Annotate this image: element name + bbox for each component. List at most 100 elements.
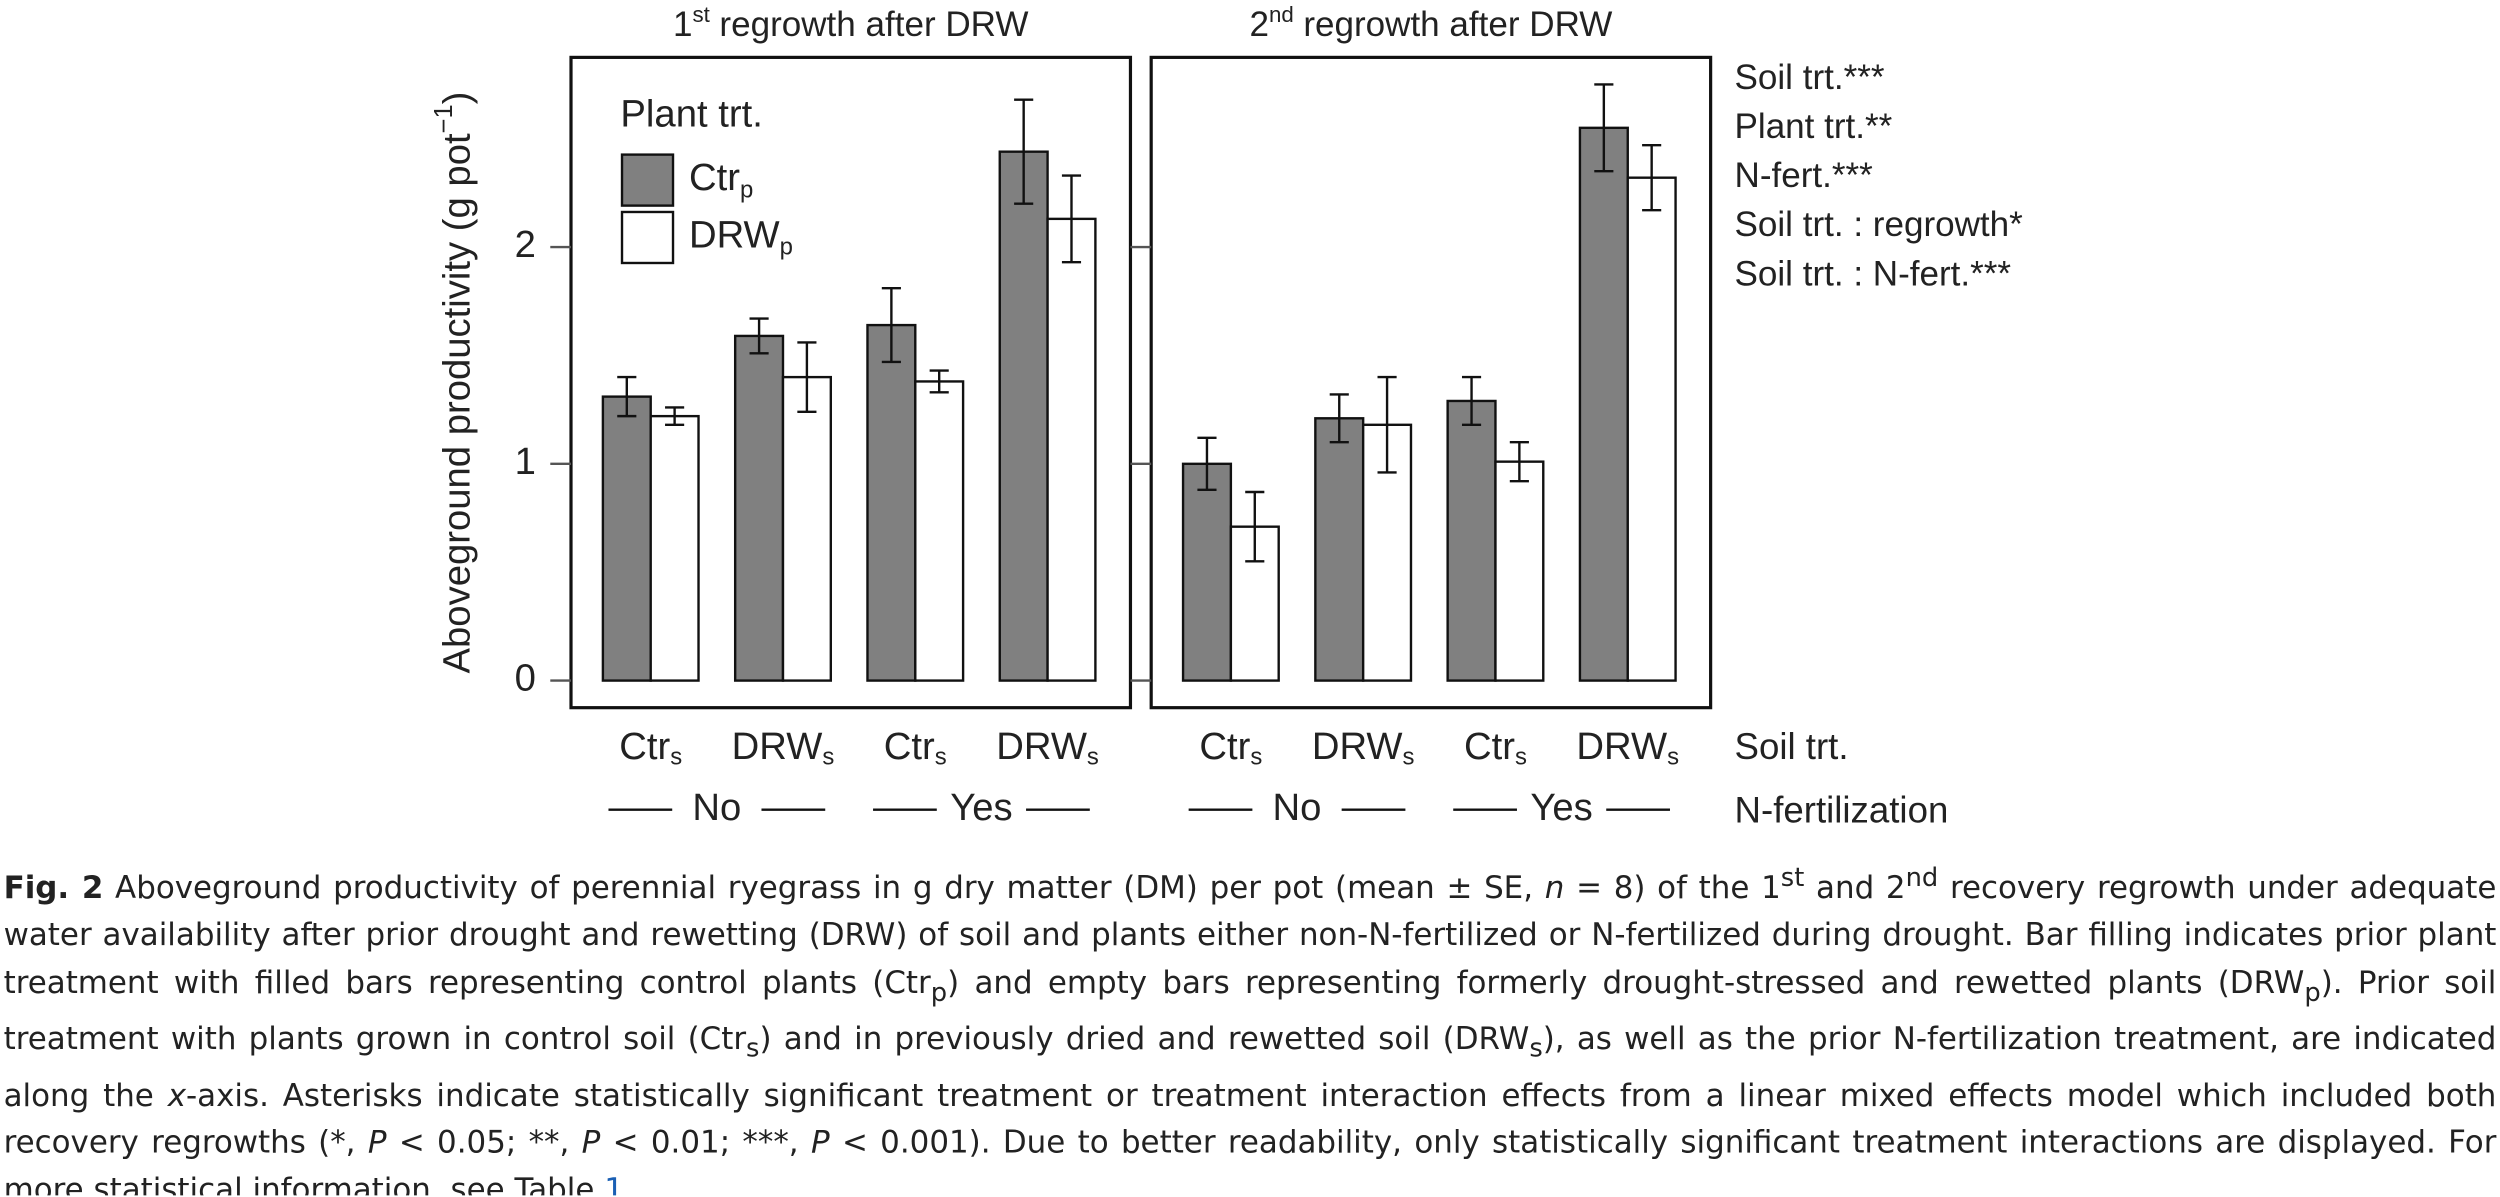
caption-italic: x xyxy=(167,1076,187,1114)
legend-subscript: p xyxy=(780,234,793,261)
error-bar xyxy=(1509,440,1529,483)
category-subscript: s xyxy=(1403,744,1415,771)
caption-italic: P xyxy=(581,1123,601,1161)
error-bar xyxy=(1377,375,1397,474)
caption-text: < 0.001). Due to better readability, onl… xyxy=(3,1123,2497,1196)
error-bar xyxy=(1329,393,1349,444)
y-axis-label-end: ) xyxy=(436,92,479,105)
legend-swatch xyxy=(620,153,675,207)
significance-note: Soil trt.*** xyxy=(1735,58,1885,97)
category-name: Ctr xyxy=(619,725,670,768)
caption-text: ) and in previously dried and rewetted s… xyxy=(759,1020,1530,1057)
category-subscript: s xyxy=(1087,744,1099,771)
x-tick-label: DRWs xyxy=(996,725,1099,771)
caption-bold: Fig. 2 xyxy=(3,869,104,907)
significance-note: N-fert.*** xyxy=(1735,156,1874,195)
caption-box: Fig. 2 Aboveground productivity of peren… xyxy=(4,854,2497,1195)
legend-title: Plant trt. xyxy=(620,92,762,135)
caption-text: < 0.01; ***, xyxy=(600,1123,811,1161)
caption: Fig. 2 Aboveground productivity of peren… xyxy=(4,854,2497,1195)
error-bar xyxy=(1197,436,1217,492)
x-tick-label: DRWs xyxy=(732,725,835,771)
significance-note: Soil trt. : regrowth* xyxy=(1735,205,2024,244)
legend-name: DRW xyxy=(689,214,780,257)
category-subscript: s xyxy=(670,744,682,771)
caption-italic: n xyxy=(1544,869,1565,907)
bar xyxy=(1314,417,1365,682)
legend-label: DRWp xyxy=(689,214,793,261)
bar xyxy=(1578,126,1629,682)
bar xyxy=(1446,399,1497,682)
caption-text: . xyxy=(623,1171,634,1196)
category-name: Ctr xyxy=(1199,725,1250,768)
caption-text: Aboveground productivity of perennial ry… xyxy=(103,869,1545,907)
category-subscript: s xyxy=(1667,744,1679,771)
panel-title-text: regrowth after DRW xyxy=(719,5,1028,44)
caption-text: recovery regrowth under adequate water a… xyxy=(3,869,2497,1001)
error-bar xyxy=(749,317,769,355)
legend-subscript: p xyxy=(740,177,753,204)
group-label: Yes xyxy=(1530,786,1592,829)
caption-link[interactable]: 1 xyxy=(604,1171,624,1196)
significance-note: Soil trt. : N-fert.*** xyxy=(1735,254,2012,293)
category-name: DRW xyxy=(1576,725,1667,768)
legend-label: Ctrp xyxy=(689,156,753,203)
bar xyxy=(1181,462,1233,682)
caption-sub: s xyxy=(1529,1032,1543,1064)
caption-sub: p xyxy=(2304,976,2321,1007)
caption-text: ). Prior soil treatment with plants grow… xyxy=(3,963,2497,1057)
caption-text: -axis. Asterisks indicate statistically … xyxy=(3,1076,2497,1161)
panel-title: 2nd regrowth after DRW xyxy=(1249,2,1612,45)
category-name: DRW xyxy=(996,725,1087,768)
group-label: No xyxy=(1273,786,1322,829)
group-label: No xyxy=(692,786,741,829)
caption-sup: nd xyxy=(1905,862,1939,893)
bar xyxy=(649,414,700,682)
legend-name: Ctr xyxy=(689,156,740,199)
group-axis-label: N-fertilization xyxy=(1735,790,1949,831)
caption-text: ), as well as the prior N-fertilization … xyxy=(3,1020,2497,1114)
x-tick-label: DRWs xyxy=(1312,725,1415,771)
error-bar xyxy=(1245,490,1265,563)
bar xyxy=(998,150,1049,682)
y-axis-label-text: Aboveground productivity (g pot xyxy=(436,133,479,673)
error-bar xyxy=(1061,174,1082,264)
panel-frame xyxy=(569,55,1133,710)
y-axis-label-sup: −1 xyxy=(430,104,458,133)
caption-sub: p xyxy=(930,976,948,1007)
error-bar xyxy=(1461,375,1482,426)
error-bar xyxy=(617,375,637,418)
x-tick-label: Ctrs xyxy=(1464,725,1527,771)
panel-title: 1st regrowth after DRW xyxy=(673,2,1028,45)
category-name: Ctr xyxy=(1464,725,1515,768)
panel-title-sup: st xyxy=(693,2,711,27)
y-tick-label: 2 xyxy=(515,223,536,266)
category-subscript: s xyxy=(935,744,947,771)
plot-area: Aboveground productivity (g pot−1)1st reg… xyxy=(430,2,2023,831)
caption-italic: P xyxy=(810,1123,830,1161)
bar xyxy=(1626,176,1677,682)
x-tick-label: Ctrs xyxy=(1199,725,1262,771)
error-bar xyxy=(881,287,901,364)
category-name: DRW xyxy=(1312,725,1403,768)
y-axis-label: Aboveground productivity (g pot−1) xyxy=(430,92,479,674)
panel-title-sup: nd xyxy=(1269,2,1294,27)
error-bar xyxy=(929,369,949,394)
caption-sup: st xyxy=(1780,862,1805,893)
caption-text: and 2 xyxy=(1804,869,1906,907)
bar xyxy=(866,323,917,682)
error-bar xyxy=(1642,143,1662,212)
panel-frame xyxy=(1149,55,1713,710)
bar xyxy=(733,334,785,682)
x-tick-label: DRWs xyxy=(1576,725,1679,771)
x-tick-label: Ctrs xyxy=(619,725,682,771)
group-label: Yes xyxy=(950,786,1012,829)
bar xyxy=(1494,460,1545,682)
legend-swatch xyxy=(620,210,675,265)
error-bar xyxy=(1014,98,1034,205)
significance-note: Plant trt.** xyxy=(1735,107,1893,146)
category-subscript: s xyxy=(1515,744,1527,771)
bar xyxy=(601,395,652,682)
